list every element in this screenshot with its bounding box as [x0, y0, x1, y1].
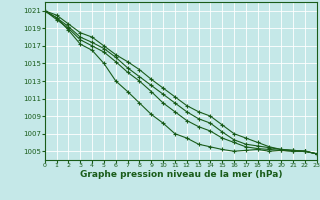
X-axis label: Graphe pression niveau de la mer (hPa): Graphe pression niveau de la mer (hPa) — [80, 170, 282, 179]
